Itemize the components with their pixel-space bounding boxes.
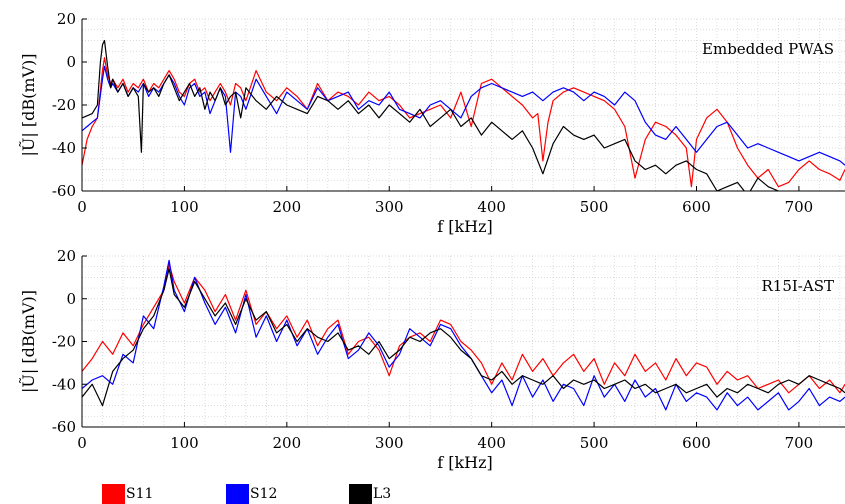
series-line-s12-bottom (82, 259, 845, 411)
series-line-l3-top (82, 39, 811, 191)
x-tick-label: 400 (477, 198, 506, 216)
y-axis-label: |Ũ| [dB(mV)] (18, 290, 38, 393)
y-tick-label: -60 (52, 418, 76, 436)
y-tick-label: -20 (52, 333, 76, 351)
legend-item-s12[interactable]: S12 (226, 484, 277, 504)
y-tick-label: 0 (66, 290, 76, 308)
x-tick-label: 300 (375, 434, 404, 452)
x-tick-label: 400 (477, 434, 506, 452)
x-tick-label: 200 (273, 434, 302, 452)
x-tick-label: 600 (682, 198, 711, 216)
y-tick-label: 20 (57, 10, 76, 28)
y-tick-label: -60 (52, 182, 76, 200)
y-tick-label: 20 (57, 247, 76, 265)
legend-swatch-s11 (102, 484, 125, 504)
legend-item-l3[interactable]: L3 (349, 484, 391, 504)
series-line-l3-bottom (82, 268, 845, 407)
panel-annotation: Embedded PWAS (702, 40, 834, 58)
y-tick-label: -40 (52, 139, 76, 157)
x-tick-label: 700 (785, 198, 814, 216)
x-tick-label: 300 (375, 198, 404, 216)
x-tick-label: 100 (170, 198, 199, 216)
legend-label-s11: S11 (126, 486, 154, 502)
series-line-s11-bottom (82, 264, 845, 394)
x-axis-label: f [kHz] (437, 453, 493, 472)
y-axis-label: |Ũ| [dB(mV)] (18, 53, 38, 156)
x-tick-label: 500 (580, 198, 609, 216)
y-tick-label: -20 (52, 96, 76, 114)
y-tick-label: 0 (66, 53, 76, 71)
y-tick-label: -40 (52, 375, 76, 393)
legend-item-s11[interactable]: S11 (102, 484, 153, 504)
x-tick-label: 600 (682, 434, 711, 452)
series-line-s11-top (82, 57, 845, 188)
grid-top (81, 18, 845, 192)
legend-label-l3: L3 (373, 486, 392, 502)
series-line-s12-top (82, 65, 845, 166)
legend-swatch-l3 (349, 484, 372, 504)
legend-label-s12: S12 (250, 486, 278, 502)
panel-annotation: R15I-AST (762, 277, 835, 295)
x-tick-label: 200 (273, 198, 302, 216)
x-tick-label: 0 (77, 434, 87, 452)
x-tick-label: 500 (580, 434, 609, 452)
x-tick-label: 700 (785, 434, 814, 452)
legend: S11 S12 L3 (0, 480, 845, 504)
x-tick-label: 0 (77, 198, 87, 216)
legend-swatch-s12 (226, 484, 249, 504)
x-tick-label: 100 (170, 434, 199, 452)
x-axis-label: f [kHz] (437, 217, 493, 236)
